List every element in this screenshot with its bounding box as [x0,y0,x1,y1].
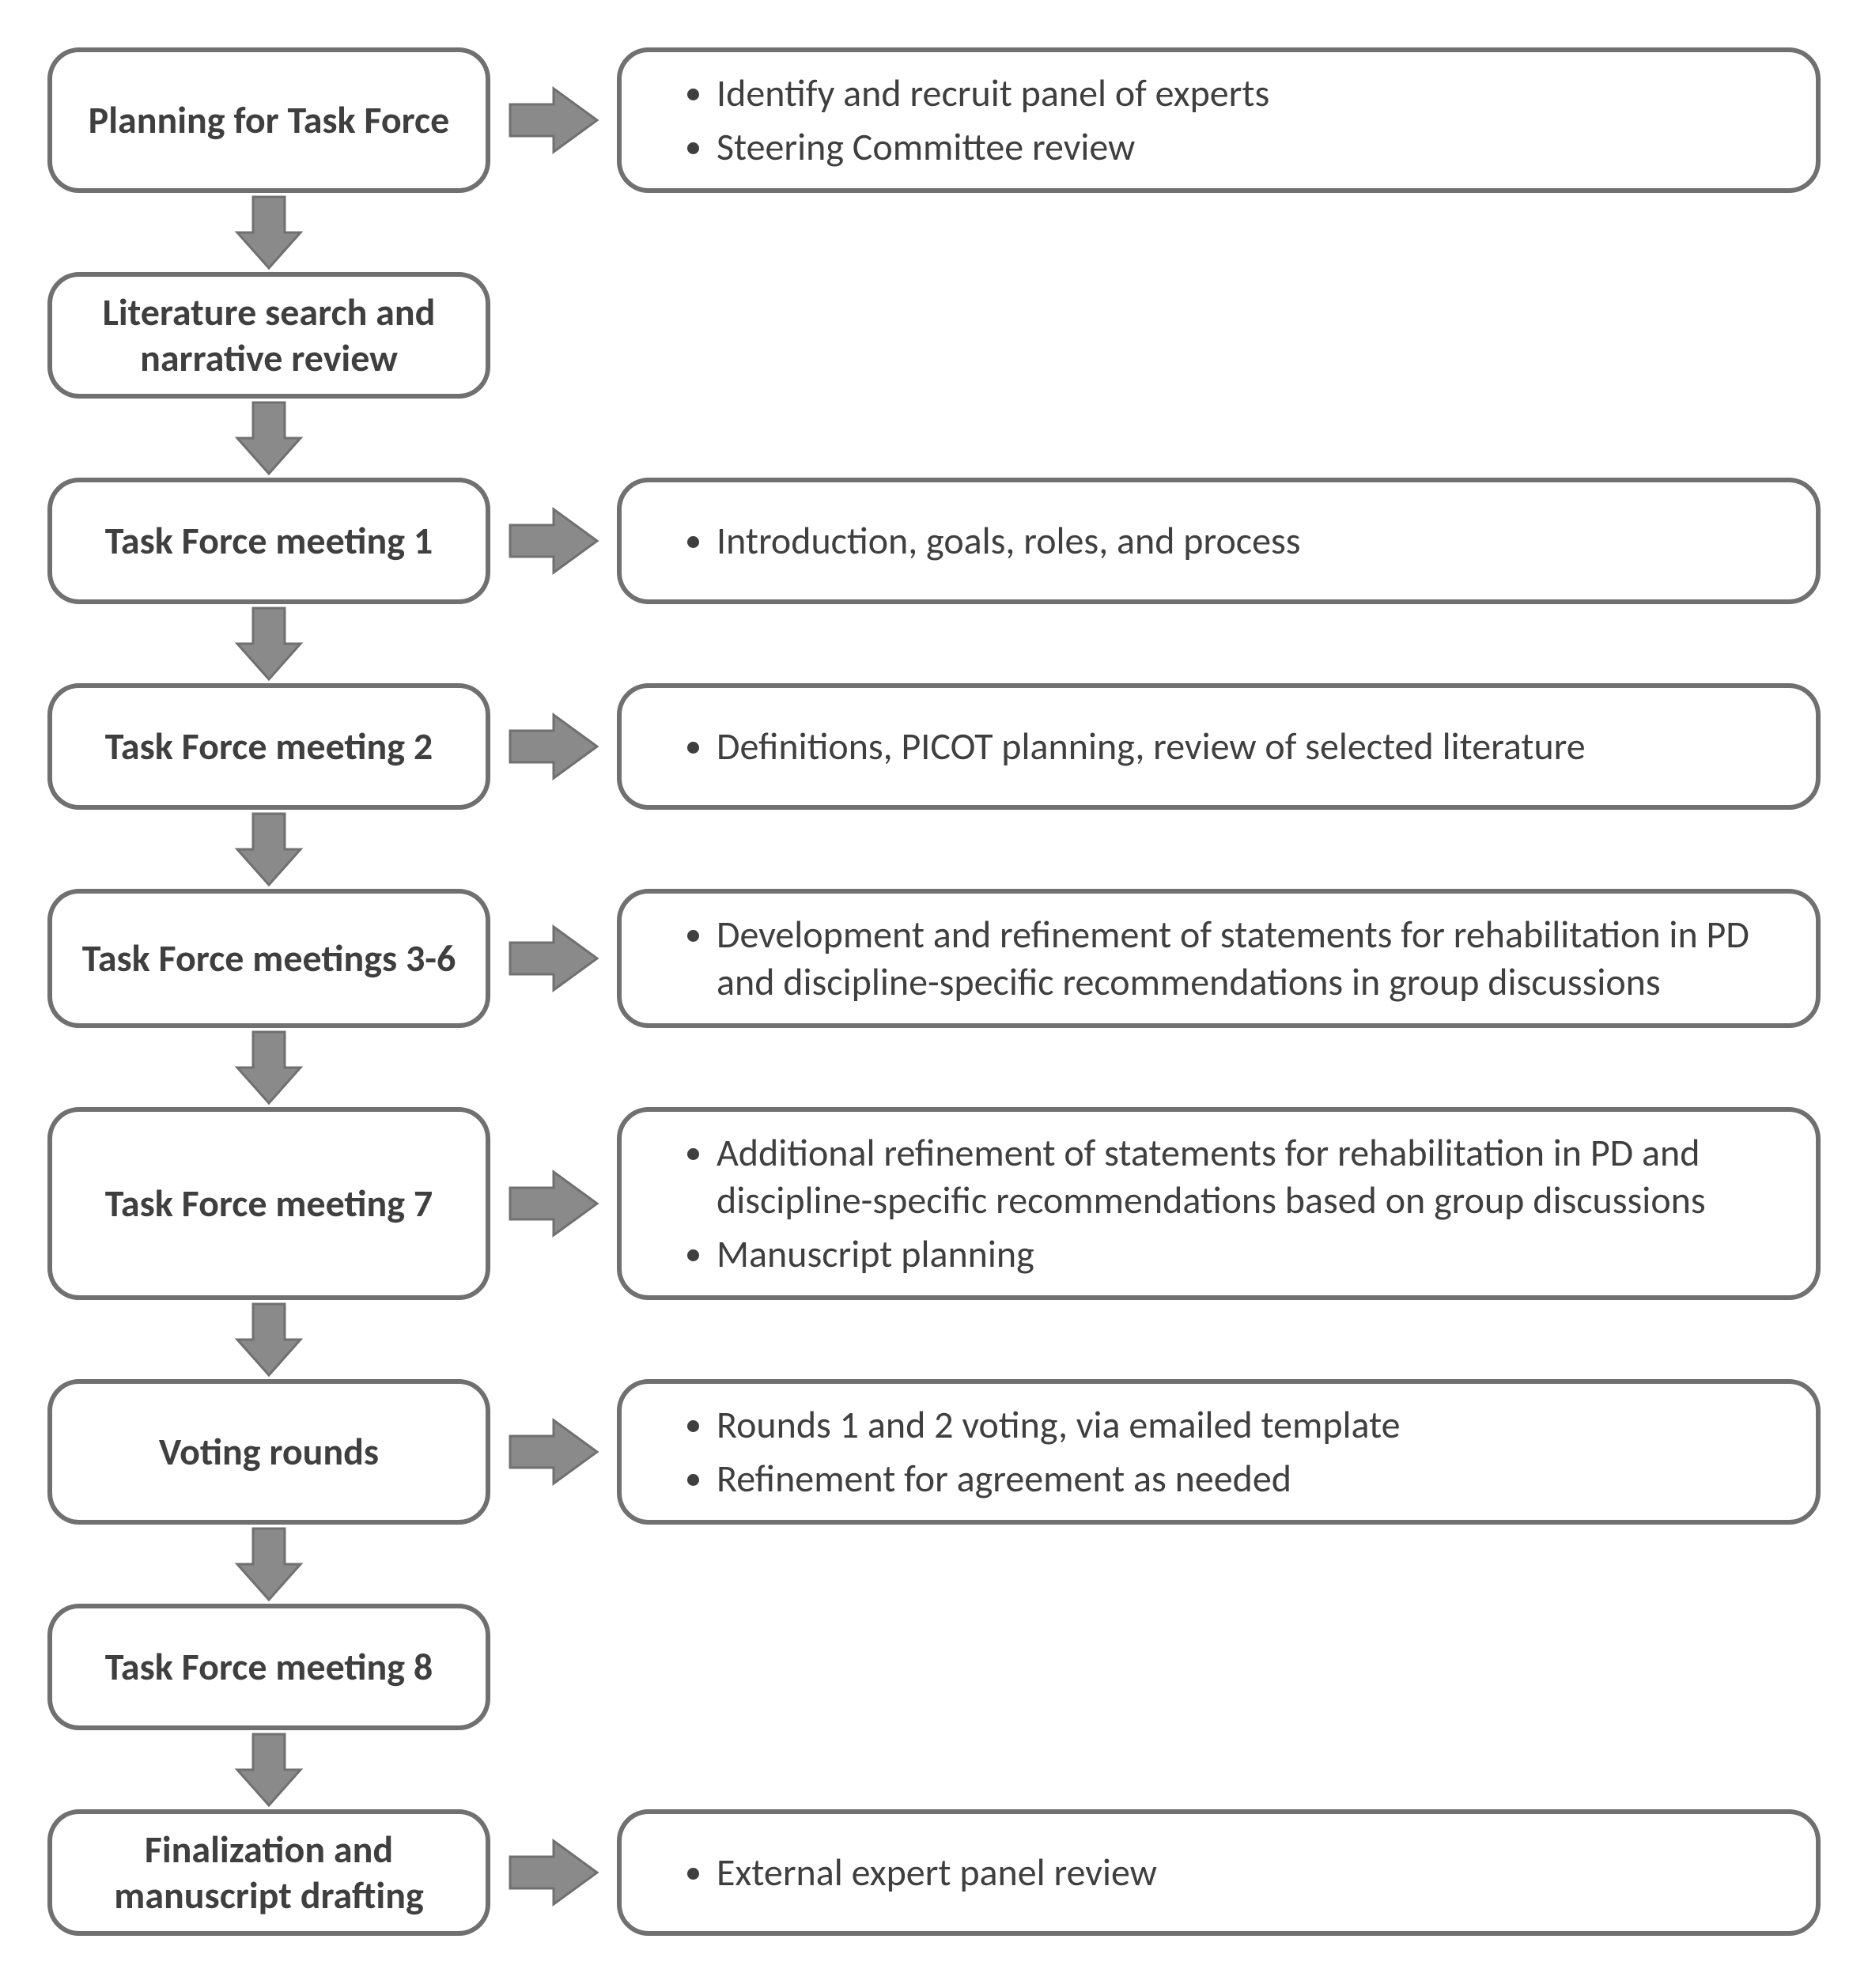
arrow-row [47,399,1821,478]
flow-row: Task Force meeting 1 Introduction, goals,… [47,478,1821,604]
arrow-right-icon [490,1809,617,1936]
arrow-right-icon [490,1107,617,1300]
arrow-row [47,1525,1821,1604]
flow-row: Task Force meeting 2 Definitions, PICOT p… [47,683,1821,810]
detail-box: Identify and recruit panel of expertsSte… [617,47,1821,193]
stage-label: Task Force meeting 1 [105,518,433,564]
flow-row: Voting rounds Rounds 1 and 2 voting, via … [47,1379,1821,1525]
detail-item: Identify and recruit panel of experts [717,66,1269,120]
arrow-right-icon [490,889,617,1028]
detail-item: Steering Committee review [717,120,1269,174]
detail-item: Introduction, goals, roles, and process [717,514,1301,568]
arrow-right-icon [490,683,617,810]
detail-item: Rounds 1 and 2 voting, via emailed templ… [717,1398,1401,1452]
detail-item: External expert panel review [717,1846,1157,1899]
stage-label: Planning for Task Force [89,97,450,143]
detail-item: Additional refinement of statements for … [717,1126,1784,1227]
flowchart-root: Planning for Task Force Identify and recr… [47,47,1821,1936]
arrow-down-icon [47,1525,490,1604]
detail-box: Additional refinement of statements for … [617,1107,1821,1300]
arrow-row [47,1028,1821,1107]
stage-label: Voting rounds [159,1429,379,1475]
stage-box: Task Force meeting 7 [47,1107,490,1300]
detail-box: External expert panel review [617,1809,1821,1936]
arrow-down-icon [47,1730,490,1809]
stage-box: Task Force meeting 8 [47,1604,490,1730]
stage-box: Task Force meetings 3-6 [47,889,490,1028]
stage-box: Literature search and narrative review [47,272,490,399]
arrow-down-icon [47,604,490,683]
detail-box: Development and refinement of statements… [617,889,1821,1028]
detail-item: Development and refinement of statements… [717,908,1784,1009]
flow-row: Task Force meetings 3-6 Development and r… [47,889,1821,1028]
arrow-row [47,810,1821,889]
flow-row: Planning for Task Force Identify and recr… [47,47,1821,193]
stage-box: Planning for Task Force [47,47,490,193]
stage-box: Finalization and manuscript drafting [47,1809,490,1936]
detail-item: Manuscript planning [717,1227,1784,1281]
detail-item: Definitions, PICOT planning, review of s… [717,720,1586,773]
arrow-down-icon [47,1300,490,1379]
detail-item: Refinement for agreement as needed [717,1452,1401,1506]
arrow-row [47,1300,1821,1379]
stage-label: Task Force meetings 3-6 [82,935,456,981]
stage-label: Finalization and manuscript drafting [71,1827,467,1918]
arrow-row [47,193,1821,272]
arrow-right-icon [490,1379,617,1525]
arrow-row [47,1730,1821,1809]
stage-label: Literature search and narrative review [71,289,467,380]
empty-spacer [490,1604,1821,1730]
stage-box: Task Force meeting 2 [47,683,490,810]
arrow-down-icon [47,1028,490,1107]
stage-label: Task Force meeting 8 [105,1644,433,1690]
detail-box: Rounds 1 and 2 voting, via emailed templ… [617,1379,1821,1525]
arrow-down-icon [47,399,490,478]
arrow-right-icon [490,478,617,604]
arrow-down-icon [47,193,490,272]
stage-label: Task Force meeting 2 [105,724,433,769]
detail-box: Introduction, goals, roles, and process [617,478,1821,604]
stage-box: Voting rounds [47,1379,490,1525]
detail-box: Definitions, PICOT planning, review of s… [617,683,1821,810]
arrow-row [47,604,1821,683]
flow-row: Task Force meeting 8 [47,1604,1821,1730]
empty-spacer [490,272,1821,399]
stage-box: Task Force meeting 1 [47,478,490,604]
flow-row: Literature search and narrative review [47,272,1821,399]
flow-row: Task Force meeting 7 Additional refinemen… [47,1107,1821,1300]
arrow-down-icon [47,810,490,889]
arrow-right-icon [490,47,617,193]
flow-row: Finalization and manuscript drafting Exte… [47,1809,1821,1936]
stage-label: Task Force meeting 7 [105,1181,433,1226]
